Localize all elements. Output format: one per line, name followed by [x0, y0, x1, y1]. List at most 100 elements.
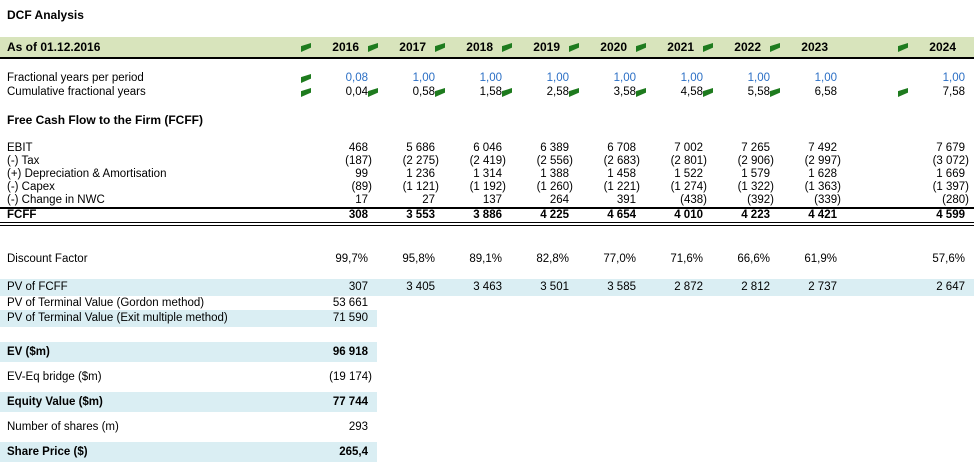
value-cell[interactable]: 99,7% [310, 252, 377, 266]
year-header-cell[interactable]: 2021 [636, 37, 712, 57]
value-cell[interactable]: 53 661 [310, 296, 377, 310]
value-cell[interactable]: 1 236 [377, 167, 444, 180]
value-cell[interactable]: 3 553 [377, 209, 444, 222]
row-label[interactable]: (-) Change in NWC [7, 194, 105, 207]
row-label[interactable]: PV of FCFF [7, 281, 68, 294]
value-cell[interactable]: (3 072) [846, 154, 974, 167]
value-cell[interactable]: 1 314 [444, 167, 511, 180]
value-cell[interactable]: 3 501 [511, 279, 578, 296]
year-header-cell[interactable]: 2019 [502, 37, 578, 57]
value-cell[interactable]: 264 [511, 194, 578, 207]
value-cell[interactable]: (280) [846, 194, 974, 207]
value-cell[interactable]: 1,00 [645, 71, 712, 85]
value-cell[interactable]: 1,00 [578, 71, 645, 85]
value-cell[interactable]: 0,08 [301, 71, 377, 85]
row-label[interactable]: EV ($m) [7, 345, 50, 358]
row-label[interactable]: Cumulative fractional years [7, 86, 146, 98]
value-cell[interactable]: 6 708 [578, 141, 645, 154]
value-cell[interactable]: (2 997) [779, 154, 846, 167]
value-cell[interactable]: 7 679 [846, 141, 974, 154]
value-cell[interactable]: 391 [578, 194, 645, 207]
value-cell[interactable]: 61,9% [779, 252, 846, 266]
value-cell[interactable]: (1 363) [779, 181, 846, 194]
value-cell[interactable]: (2 556) [511, 154, 578, 167]
value-cell[interactable]: 137 [444, 194, 511, 207]
value-cell[interactable]: 2 647 [846, 279, 974, 296]
value-cell[interactable]: (19 174) [310, 367, 377, 387]
row-label[interactable]: EBIT [7, 141, 33, 154]
value-cell[interactable]: 1,00 [377, 71, 444, 85]
value-cell[interactable]: (1 121) [377, 181, 444, 194]
value-cell[interactable]: 95,8% [377, 252, 444, 266]
value-cell[interactable]: 4,58 [636, 85, 712, 99]
value-cell[interactable]: 2,58 [502, 85, 578, 99]
row-label[interactable]: FCFF [7, 209, 37, 222]
value-cell[interactable]: 99 [310, 167, 377, 180]
value-cell[interactable]: 468 [310, 141, 377, 154]
value-cell[interactable]: 7 002 [645, 141, 712, 154]
value-cell[interactable]: 5,58 [703, 85, 779, 99]
value-cell[interactable]: 3 463 [444, 279, 511, 296]
value-cell[interactable]: (1 397) [846, 181, 974, 194]
value-cell[interactable]: (392) [712, 194, 779, 207]
year-header-cell[interactable]: 2023 [770, 37, 846, 57]
value-cell[interactable]: 89,1% [444, 252, 511, 266]
value-cell[interactable]: 1 522 [645, 167, 712, 180]
value-cell[interactable]: (438) [645, 194, 712, 207]
value-cell[interactable]: 4 654 [578, 209, 645, 222]
value-cell[interactable]: 1,00 [712, 71, 779, 85]
year-header-cell[interactable]: 2020 [569, 37, 645, 57]
value-cell[interactable]: 6 046 [444, 141, 511, 154]
year-header-cell[interactable]: 2024 [846, 37, 974, 57]
value-cell[interactable]: 6 389 [511, 141, 578, 154]
header-asof-label[interactable]: As of 01.12.2016 [7, 40, 101, 54]
value-cell[interactable]: 1,00 [511, 71, 578, 85]
value-cell[interactable]: (2 683) [578, 154, 645, 167]
value-cell[interactable]: 1 669 [846, 167, 974, 180]
row-label[interactable]: EV-Eq bridge ($m) [7, 370, 102, 383]
value-cell[interactable]: (1 192) [444, 181, 511, 194]
value-cell[interactable]: (187) [310, 154, 377, 167]
value-cell[interactable]: 27 [377, 194, 444, 207]
value-cell[interactable]: 1 388 [511, 167, 578, 180]
value-cell[interactable]: (1 260) [511, 181, 578, 194]
row-label[interactable]: Equity Value ($m) [7, 395, 103, 408]
value-cell[interactable]: (2 419) [444, 154, 511, 167]
value-cell[interactable]: 57,6% [846, 252, 974, 266]
value-cell[interactable]: (2 906) [712, 154, 779, 167]
value-cell[interactable]: 308 [310, 209, 377, 222]
value-cell[interactable]: (89) [310, 181, 377, 194]
value-cell[interactable]: 7 265 [712, 141, 779, 154]
value-cell[interactable]: 17 [310, 194, 377, 207]
value-cell[interactable]: 2 737 [779, 279, 846, 296]
value-cell[interactable]: 1,00 [444, 71, 511, 85]
row-label[interactable]: (+) Depreciation & Amortisation [7, 167, 167, 180]
year-header-cell[interactable]: 2018 [435, 37, 511, 57]
value-cell[interactable]: 77 744 [310, 392, 377, 412]
row-label[interactable]: (-) Capex [7, 181, 55, 194]
value-cell[interactable]: 4 010 [645, 209, 712, 222]
row-label[interactable]: PV of Terminal Value (Exit multiple meth… [7, 312, 228, 325]
value-cell[interactable]: 7,58 [846, 85, 974, 99]
value-cell[interactable]: (1 221) [578, 181, 645, 194]
row-label[interactable]: Discount Factor [7, 252, 88, 265]
value-cell[interactable]: 4 421 [779, 209, 846, 222]
value-cell[interactable]: (1 322) [712, 181, 779, 194]
value-cell[interactable]: 3 886 [444, 209, 511, 222]
value-cell[interactable]: 1,58 [435, 85, 511, 99]
value-cell[interactable]: 1 579 [712, 167, 779, 180]
value-cell[interactable]: 4 225 [511, 209, 578, 222]
value-cell[interactable]: 0,58 [368, 85, 444, 99]
value-cell[interactable]: 77,0% [578, 252, 645, 266]
year-header-cell[interactable]: 2022 [703, 37, 779, 57]
value-cell[interactable]: 66,6% [712, 252, 779, 266]
value-cell[interactable]: 6,58 [770, 85, 846, 99]
value-cell[interactable]: 3 405 [377, 279, 444, 296]
value-cell[interactable]: 71,6% [645, 252, 712, 266]
value-cell[interactable]: 1,00 [779, 71, 846, 85]
row-label[interactable]: Number of shares (m) [7, 420, 119, 433]
row-label[interactable]: Share Price ($) [7, 445, 88, 458]
value-cell[interactable]: (1 274) [645, 181, 712, 194]
value-cell[interactable]: 5 686 [377, 141, 444, 154]
value-cell[interactable]: (2 275) [377, 154, 444, 167]
